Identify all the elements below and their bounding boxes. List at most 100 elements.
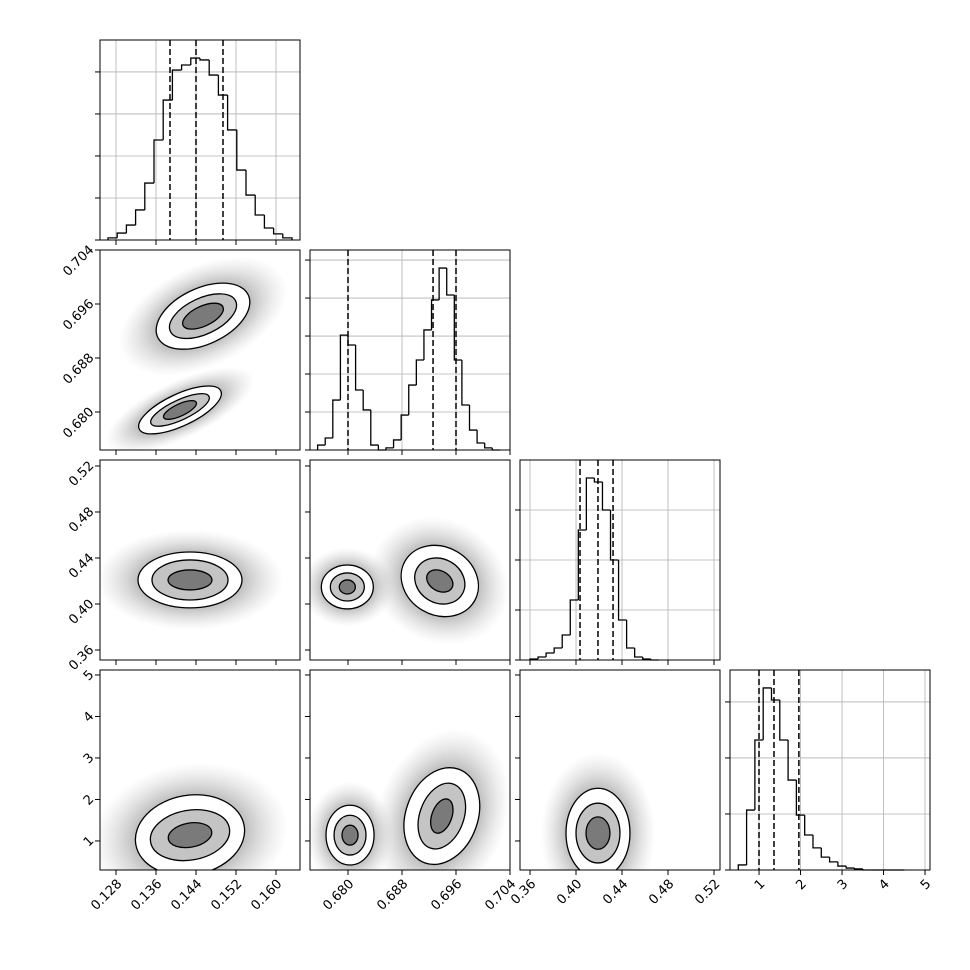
contour: [167, 569, 213, 591]
contour: [585, 816, 611, 850]
hist-bin: [569, 599, 579, 635]
hist-bin: [190, 57, 200, 65]
hist-bin: [468, 404, 478, 431]
hist-bin: [537, 656, 547, 659]
panel-bg: [310, 250, 510, 450]
contour: [429, 798, 454, 834]
panel-bg: [100, 40, 300, 240]
hist-bin: [332, 399, 341, 439]
x-tick-label: 0.696: [428, 877, 465, 914]
panel-frame: [99, 459, 301, 661]
x-tick-label: 1: [752, 877, 768, 893]
panel-frame: [309, 249, 511, 451]
x-tick-label: 0.128: [88, 877, 125, 914]
hist-bin: [134, 209, 145, 226]
hist-bin: [795, 780, 805, 816]
hist-bin: [324, 437, 333, 446]
hist-bin: [553, 647, 563, 653]
hist-bin: [272, 228, 283, 235]
hist-bin: [446, 268, 455, 296]
hist-bin: [609, 510, 619, 561]
hist-bin: [316, 444, 326, 450]
hist-bin: [577, 529, 587, 600]
hist-bin: [208, 59, 219, 76]
hist-bin: [461, 359, 470, 406]
panel-frame: [99, 39, 301, 241]
x-tick-label: 2: [793, 877, 809, 893]
hist-bin: [217, 75, 228, 96]
hist-bin: [737, 864, 747, 870]
density-panel: [100, 250, 300, 450]
panel-frame: [99, 669, 301, 871]
hist-bin: [430, 299, 440, 330]
contour: [181, 302, 225, 330]
x-tick-label: 3: [835, 877, 851, 893]
panel-frame: [519, 459, 721, 661]
hist-bin: [423, 329, 432, 360]
hist-bin: [125, 224, 136, 234]
density-panel: [520, 670, 720, 870]
y-tick-label: 4: [81, 709, 97, 725]
hist-bin: [385, 447, 394, 450]
density-panel: [100, 670, 300, 870]
hist-bin: [354, 344, 364, 391]
x-tick-label: 0.144: [168, 877, 205, 914]
hist-bin: [804, 815, 813, 836]
hist-bin: [545, 652, 555, 657]
hist-bin: [476, 430, 485, 444]
y-tick-label: 0.696: [60, 297, 97, 334]
x-tick-label: 0.152: [208, 877, 245, 914]
hist-bin: [107, 237, 118, 240]
y-tick-label: 5: [81, 668, 97, 684]
panel-frame: [519, 669, 721, 871]
panel-frame: [309, 459, 511, 661]
y-tick-label: 0.704: [60, 243, 97, 280]
y-tick-label: 0.52: [66, 459, 97, 490]
y-tick-label: 0.680: [60, 405, 97, 442]
hist-bin: [171, 69, 182, 101]
hist-bin: [634, 648, 643, 658]
hist-bin: [245, 170, 256, 196]
hist-bin: [762, 687, 772, 741]
hist-bin: [617, 560, 627, 621]
y-tick-label: 0.688: [60, 351, 97, 388]
x-tick-label: 0.48: [646, 877, 677, 908]
hist-bin: [770, 687, 780, 701]
hist-bin: [561, 634, 571, 648]
x-tick-label: 0.160: [248, 877, 285, 914]
x-tick-label: 0.40: [554, 877, 585, 908]
y-tick-label: 1: [81, 834, 97, 850]
hist-bin: [745, 809, 755, 865]
hist-bin: [828, 857, 838, 863]
hist-bin: [392, 439, 402, 448]
x-tick-label: 0.52: [692, 877, 723, 908]
hist-bin: [339, 334, 349, 401]
hist-bin: [812, 834, 822, 849]
hist-bin: [180, 64, 191, 71]
hist-bin: [845, 866, 855, 869]
hist-bin: [400, 414, 409, 440]
hist-bin: [226, 95, 237, 131]
hist-bin: [415, 359, 424, 386]
hist-bin: [254, 195, 265, 216]
density-panel: [310, 670, 510, 870]
hist-bin: [625, 620, 635, 649]
contour: [338, 579, 357, 595]
hist-bin: [362, 389, 371, 411]
hist-bin: [837, 861, 847, 867]
hist-bin: [116, 232, 127, 238]
panel-bg: [730, 670, 930, 870]
hist-bin: [282, 233, 293, 240]
y-tick-label: 3: [81, 751, 97, 767]
contour: [341, 824, 359, 846]
contour: [162, 399, 198, 420]
hist-bin: [263, 215, 274, 229]
panel-frame: [309, 669, 511, 871]
hist-bin: [593, 478, 603, 483]
hist-bin: [853, 868, 863, 870]
x-tick-label: 0.680: [320, 877, 357, 914]
hist-bin: [453, 295, 462, 361]
panel-frame: [99, 249, 301, 451]
y-tick-label: 0.48: [66, 505, 97, 536]
